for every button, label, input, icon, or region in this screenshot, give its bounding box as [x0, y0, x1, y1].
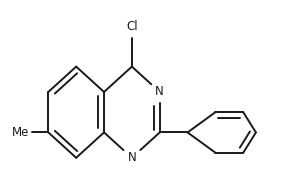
Text: N: N	[155, 85, 164, 98]
Text: Me: Me	[12, 126, 29, 139]
Text: Cl: Cl	[126, 20, 138, 33]
Text: N: N	[128, 151, 136, 164]
